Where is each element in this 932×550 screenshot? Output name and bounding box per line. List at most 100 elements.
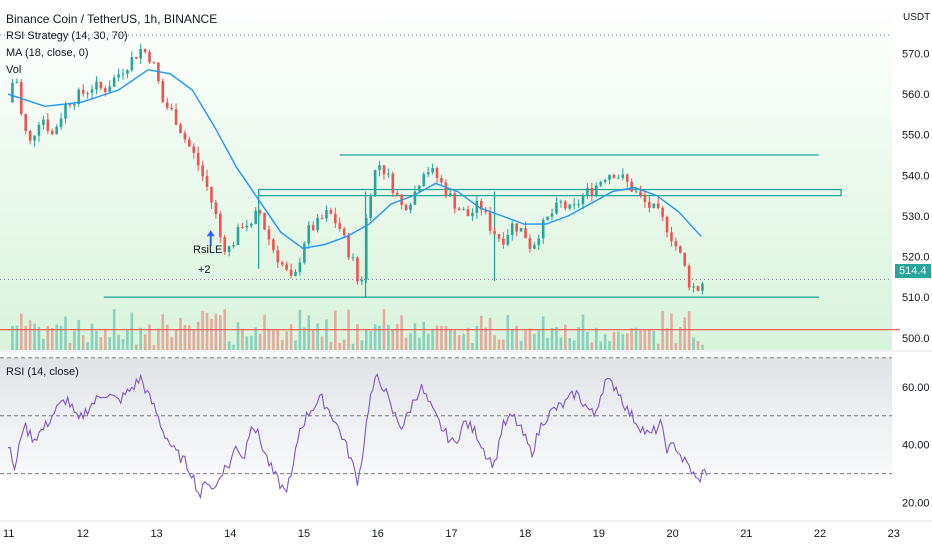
volume-bar	[165, 324, 169, 350]
candle-body	[524, 228, 527, 239]
candle-body	[444, 182, 448, 196]
volume-bar	[272, 330, 275, 350]
legend-vol[interactable]: Vol	[6, 64, 22, 76]
candle-body	[42, 119, 45, 125]
signal-label: RsiLE	[193, 244, 223, 256]
volume-bar	[546, 337, 549, 350]
candle-body	[479, 200, 483, 210]
volume-bar	[64, 316, 67, 350]
candle-body	[453, 193, 457, 209]
volume-bar	[15, 325, 19, 350]
candle-body	[665, 216, 669, 233]
candle-body	[236, 227, 240, 246]
candle-body	[192, 146, 196, 153]
candle-body	[99, 81, 103, 89]
volume-bar	[453, 329, 457, 350]
candle-body	[387, 173, 390, 175]
price-tick-label: 570.0	[902, 48, 930, 60]
volume-bar	[280, 339, 284, 350]
candle-body	[683, 252, 687, 266]
candle-body	[572, 204, 576, 206]
date-tick-label: 18	[519, 528, 531, 540]
volume-bar	[612, 332, 616, 350]
volume-bar	[400, 315, 403, 350]
candle-body	[139, 48, 142, 59]
date-tick-label: 14	[224, 528, 236, 540]
candle-body	[670, 232, 673, 242]
volume-bar	[320, 336, 324, 350]
volume-bar	[325, 319, 328, 350]
candle-body	[311, 225, 315, 231]
volume-bar	[537, 329, 541, 350]
volume-bar	[594, 327, 598, 350]
moving-average	[7, 68, 702, 250]
volume-bar	[192, 330, 196, 350]
candle-body	[502, 238, 505, 245]
volume-bar	[196, 321, 200, 350]
candle-body	[334, 213, 337, 224]
candle-body	[550, 213, 554, 217]
volume-bar	[586, 331, 589, 350]
rsi-pane-title[interactable]: RSI (14, close)	[6, 366, 79, 378]
candle-body	[457, 208, 461, 211]
candle-body	[174, 109, 178, 125]
candle-body	[612, 174, 616, 178]
volume-bar	[42, 338, 45, 350]
volume-bar	[81, 335, 85, 350]
volume-bar	[37, 326, 41, 350]
volume-bar	[440, 325, 443, 350]
volume-bar	[179, 317, 182, 350]
candle-body	[316, 218, 319, 231]
candle-body	[590, 188, 594, 196]
volume-bar	[249, 335, 253, 350]
candle-body	[404, 204, 408, 211]
volume-bar	[24, 325, 27, 350]
volume-bar	[484, 327, 487, 350]
candle-body	[170, 107, 173, 110]
candle-body	[148, 51, 151, 63]
volume-bar	[311, 329, 315, 350]
volume-bar	[99, 337, 103, 350]
volume-bar	[77, 320, 81, 350]
date-tick-label: 23	[888, 528, 900, 540]
candle-body	[342, 228, 346, 236]
volume-bar	[431, 328, 434, 350]
volume-bar	[617, 331, 620, 350]
candle-body	[409, 204, 412, 211]
candle-body	[143, 48, 147, 52]
candle-body	[577, 204, 580, 206]
candle-body	[648, 201, 651, 208]
candle-body	[241, 227, 244, 229]
candle-body	[68, 104, 72, 106]
candle-body	[90, 89, 94, 93]
volume-bar	[683, 317, 687, 350]
date-tick-label: 16	[372, 528, 384, 540]
candle-body	[214, 202, 218, 214]
candle-body	[382, 165, 386, 175]
candle-body	[232, 245, 235, 247]
volume-bar	[86, 342, 89, 350]
candle-body	[325, 210, 328, 219]
volume-bar	[625, 333, 629, 350]
chart-title[interactable]: Binance Coin / TetherUS, 1h, BINANCE	[6, 12, 218, 26]
volume-bar	[227, 341, 231, 350]
volume-bar	[161, 314, 165, 350]
candle-body	[249, 223, 253, 226]
volume-bar	[488, 318, 492, 350]
volume-bar	[665, 328, 669, 350]
volume-bar	[28, 320, 32, 350]
volume-bar	[170, 337, 173, 350]
legend-rsi-strategy[interactable]: RSI Strategy (14, 30, 70)	[6, 30, 128, 42]
candle-body	[418, 185, 421, 192]
volume-bar	[541, 316, 545, 350]
candle-body	[258, 210, 262, 213]
candle-body	[179, 124, 182, 134]
volume-bar	[466, 327, 470, 350]
candle-body	[28, 131, 32, 141]
candle-body	[630, 181, 633, 192]
candle-body	[674, 241, 678, 247]
legend-ma[interactable]: MA (18, close, 0)	[6, 47, 89, 59]
candle-body	[95, 81, 98, 90]
volume-bar	[502, 339, 505, 350]
